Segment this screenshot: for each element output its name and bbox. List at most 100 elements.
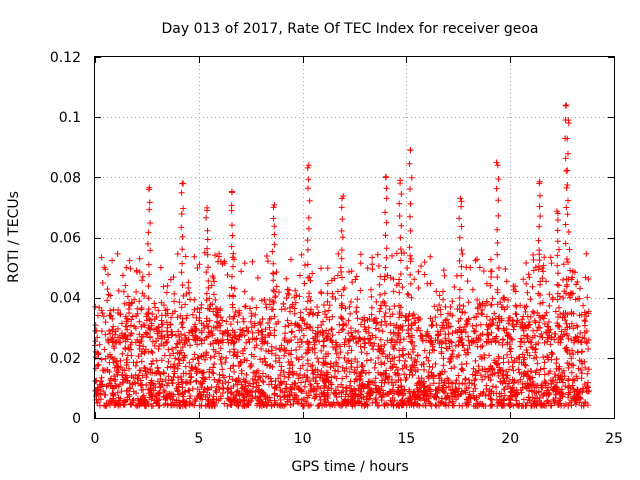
data-point: [487, 322, 494, 329]
data-point: [427, 253, 434, 260]
data-point: [283, 295, 290, 302]
data-point: [328, 277, 335, 284]
data-point: [430, 380, 437, 387]
data-point: [570, 325, 577, 332]
data-point: [196, 261, 203, 268]
data-point: [212, 387, 219, 394]
data-point: [520, 359, 527, 366]
data-point: [519, 351, 526, 358]
data-point: [147, 247, 154, 254]
data-point: [226, 348, 233, 355]
data-point: [506, 402, 513, 409]
data-point: [231, 331, 238, 338]
data-point: [435, 398, 442, 405]
data-point: [94, 349, 101, 356]
data-point: [324, 333, 331, 340]
data-point: [563, 283, 570, 290]
data-point: [347, 310, 354, 317]
data-point: [367, 335, 374, 342]
data-point: [582, 318, 589, 325]
data-point: [280, 300, 287, 307]
data-point: [367, 386, 374, 393]
data-point: [557, 333, 564, 340]
data-point: [92, 365, 99, 372]
data-point: [578, 402, 585, 409]
data-point: [396, 302, 403, 309]
data-point: [416, 384, 423, 391]
data-point: [428, 402, 435, 409]
data-point: [396, 212, 403, 219]
data-point: [573, 373, 580, 380]
data-point: [251, 353, 258, 360]
data-point: [381, 300, 388, 307]
data-point: [408, 322, 415, 329]
data-point: [114, 371, 121, 378]
data-point: [548, 260, 555, 267]
data-point: [158, 332, 165, 339]
data-point: [535, 339, 542, 346]
data-point: [293, 292, 300, 299]
data-point: [257, 356, 264, 363]
data-point: [348, 363, 355, 370]
data-point: [585, 276, 592, 283]
data-point: [189, 311, 196, 318]
data-point: [113, 383, 120, 390]
data-point: [518, 335, 525, 342]
data-point: [357, 321, 364, 328]
data-point: [405, 313, 412, 320]
data-point: [529, 394, 536, 401]
data-point: [457, 315, 464, 322]
data-point: [562, 345, 569, 352]
data-point: [92, 378, 99, 385]
data-point: [346, 382, 353, 389]
data-point: [270, 306, 277, 313]
data-point: [509, 392, 516, 399]
y-tick-label: 0.08: [50, 170, 81, 186]
data-point: [437, 311, 444, 318]
data-point: [270, 270, 277, 277]
data-point: [122, 338, 129, 345]
data-point: [194, 386, 201, 393]
data-point: [476, 401, 483, 408]
data-point: [358, 400, 365, 407]
data-point: [123, 361, 130, 368]
data-point: [399, 284, 406, 291]
data-point: [456, 295, 463, 302]
data-point: [251, 377, 258, 384]
data-point: [578, 358, 585, 365]
data-point: [385, 379, 392, 386]
data-point: [472, 385, 479, 392]
data-point: [499, 342, 506, 349]
data-point: [277, 397, 284, 404]
data-point: [369, 266, 376, 273]
data-point: [187, 296, 194, 303]
data-point: [494, 301, 501, 308]
data-point: [140, 386, 147, 393]
data-point: [574, 295, 581, 302]
data-point: [121, 402, 128, 409]
data-point: [305, 347, 312, 354]
data-point: [397, 377, 404, 384]
data-point: [559, 369, 566, 376]
data-point: [358, 349, 365, 356]
data-point: [500, 400, 507, 407]
data-point: [379, 351, 386, 358]
data-point: [449, 312, 456, 319]
x-tick-label: 20: [501, 431, 519, 447]
data-point: [145, 186, 152, 193]
data-point: [508, 354, 515, 361]
data-point: [495, 175, 502, 182]
data-point: [379, 328, 386, 335]
data-point: [415, 285, 422, 292]
data-point: [585, 346, 592, 353]
data-point: [401, 362, 408, 369]
data-point: [581, 309, 588, 316]
data-point: [229, 254, 236, 261]
data-point: [361, 323, 368, 330]
data-point: [499, 367, 506, 374]
data-point: [536, 180, 543, 187]
data-point: [479, 376, 486, 383]
data-point: [423, 354, 430, 361]
data-point: [268, 381, 275, 388]
data-point: [224, 402, 231, 409]
